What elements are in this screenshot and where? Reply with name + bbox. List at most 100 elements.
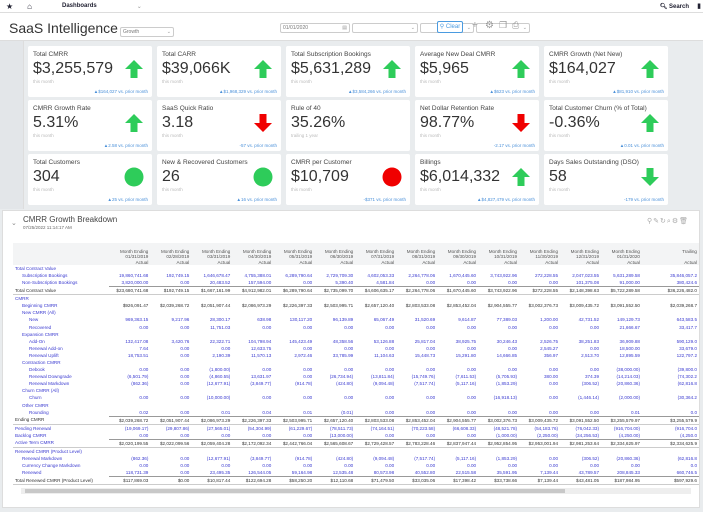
row-label[interactable]: Debook (29, 367, 45, 373)
row-label[interactable]: Renewal Markdown (22, 455, 63, 461)
column-header[interactable]: Month Ending 07/31/2019 Actual (355, 243, 397, 265)
chevron-down-icon[interactable]: ⌄ (136, 3, 142, 10)
star-icon[interactable]: ★ (6, 1, 14, 11)
table-cell: 43,789.57 (578, 469, 600, 475)
refresh-icon[interactable]: ↻ (660, 218, 667, 225)
kpi-card[interactable]: Days Sales Outstanding (DSO) 58 this month… (544, 154, 668, 205)
search-icon[interactable]: ⌕ (666, 218, 672, 225)
row-label[interactable]: CMRR Growth (Net New) (13, 484, 110, 486)
view-select[interactable]: Growth ⌄ (120, 27, 174, 37)
kpi-card[interactable]: New & Recovered Customers 26 this month ▲16… (157, 154, 281, 205)
kpi-card[interactable]: Billings $6,014,332 this month ▲$4,827,479 … (415, 154, 539, 205)
table-cell: 2,047,023.55 (572, 273, 600, 279)
column-header[interactable]: Month Ending 06/30/2019 Actual (314, 243, 356, 265)
table-cell: 40,552.80 (414, 469, 436, 475)
kpi-card[interactable]: CMRR per Customer $10,709 this month -$371 … (286, 154, 410, 205)
column-header[interactable]: Month Ending 12/31/2019 Actual (560, 243, 602, 265)
delete-icon[interactable]: 🗑︎ (679, 218, 689, 225)
kpi-card[interactable]: Total CMRR $3,255,579 this month ▲$164,027 … (28, 46, 152, 97)
kpi-title: Days Sales Outstanding (DSO) (549, 159, 639, 166)
table-cell: (27,565.01) (206, 425, 231, 431)
kpi-card[interactable]: Net Dollar Retention Rate 98.77% this mont… (415, 100, 539, 151)
row-label[interactable]: Subscription Bookings (22, 273, 68, 279)
column-header[interactable]: Month Ending 04/30/2019 Actual (232, 243, 274, 265)
table-cell: 0.00 (549, 409, 559, 415)
row-label[interactable]: New (29, 317, 39, 323)
filter-select-1[interactable]: ⌄ (352, 23, 418, 33)
clear-filters-button[interactable]: ⚲ Clear (437, 21, 463, 33)
kpi-card[interactable]: Rule of 40 35.26% trailing 1 year (286, 100, 410, 151)
row-label[interactable]: Renewed CMRR (Product Level) (15, 448, 82, 454)
row-label[interactable]: Backlog CMRR (15, 432, 47, 438)
horizontal-scrollbar[interactable] (21, 488, 691, 494)
row-label[interactable]: CMRR (15, 296, 29, 302)
down-arrow-icon (640, 167, 660, 187)
column-header[interactable]: Month Ending 02/28/2019 Actual (150, 243, 192, 265)
column-header[interactable]: Month Ending 01/31/2020 Actual (601, 243, 642, 265)
kpi-card[interactable]: Average New Deal CMRR $5,965 this month ▲$6… (415, 46, 539, 97)
row-label[interactable]: Currency Change Markdown (22, 462, 81, 468)
gear-icon[interactable]: ⚙ (671, 218, 680, 225)
table-cell: 101,375.08 (576, 280, 600, 286)
kpi-card[interactable]: CMRR Growth (Net New) $164,027 this month ▲… (544, 46, 668, 97)
kpi-value: 3.18 (162, 114, 194, 131)
row-label[interactable]: Churn (29, 395, 42, 401)
row-label[interactable]: Renewal Markdown (29, 381, 70, 387)
column-header[interactable]: Trailing Actual (641, 243, 699, 265)
row-label[interactable]: Total Contract Value (15, 266, 57, 272)
edit-icon[interactable]: ✎ (653, 218, 661, 225)
row-label[interactable]: Contraction CMRR (22, 359, 61, 365)
add-icon[interactable]: + (472, 20, 478, 31)
kpi-card[interactable]: SaaS Quick Ratio 3.18 this month -57 vs. pr… (157, 100, 281, 151)
home-icon[interactable]: ⌂ (27, 1, 33, 11)
calendar-icon[interactable]: ▤ (342, 25, 347, 31)
column-header[interactable]: Month Ending 05/31/2019 Actual (273, 243, 315, 265)
row-label[interactable]: Renewed (22, 470, 42, 476)
row-label[interactable]: Other CMRR (22, 402, 49, 408)
kpi-card[interactable]: CMRR Growth Rate 5.31% this month ▲2.58 vs.… (28, 100, 152, 151)
row-label[interactable]: Pending Renewal (15, 425, 52, 431)
table-cell: (20,860.36) (616, 381, 640, 387)
row-label[interactable]: Renewal Uplift (29, 352, 59, 358)
column-header[interactable]: Month Ending 11/30/2019 Actual (519, 243, 561, 265)
bookmark-icon[interactable]: ▮ (697, 3, 701, 10)
kpi-card[interactable]: Total Customers 304 this month ▲25 vs. prio… (28, 154, 152, 205)
print-icon[interactable]: ⎙ (512, 20, 520, 30)
scrollbar-thumb[interactable] (25, 489, 565, 493)
row-label[interactable]: Non-Subscription Bookings (22, 280, 78, 286)
row-label[interactable]: Renewal Add-on (29, 345, 63, 351)
kpi-subtitle: this month (420, 79, 441, 84)
column-header[interactable]: Month Ending 09/30/2019 Actual (437, 243, 479, 265)
collapse-chevron-icon[interactable]: ⌄ (11, 220, 17, 227)
row-label[interactable]: Add-On (29, 338, 45, 344)
table-cell (437, 447, 478, 455)
filter-select-3[interactable]: ⌄ (476, 23, 530, 33)
row-label[interactable]: Rounding (29, 409, 49, 415)
table-cell: (30,364.2 (677, 395, 697, 401)
filter-icon[interactable]: ⚲ (647, 218, 654, 225)
column-header-line: 12/31/2019 (576, 254, 600, 259)
column-header[interactable]: Month Ending 08/31/2019 Actual (396, 243, 438, 265)
table-cell: 0.00 (139, 395, 149, 401)
gear-icon[interactable]: ⚙ (485, 20, 494, 31)
dashboards-menu[interactable]: Dashboards (62, 3, 97, 9)
row-label[interactable]: Renewal Downgrade (29, 374, 72, 380)
row-label[interactable]: Churn CMRR (All) (22, 388, 60, 394)
column-header[interactable]: Month Ending 01/31/2019 Actual (109, 243, 151, 265)
search-button[interactable]: 🔍︎ Search (660, 3, 689, 10)
column-header[interactable]: Month Ending 10/31/2019 Actual (478, 243, 520, 265)
panel-title: CMRR Growth Breakdown (23, 215, 118, 224)
copy-icon[interactable]: ❐ (499, 20, 508, 30)
table-row: Contraction CMRR (13, 359, 699, 366)
kpi-card[interactable]: Total CARR $39,066K this month ▲$1,968,329 … (157, 46, 281, 97)
table-cell: 48,358.56 (332, 338, 354, 344)
column-header[interactable]: Month Ending 03/31/2019 Actual (191, 243, 233, 265)
row-label[interactable]: Active Term CMRR (13, 439, 110, 448)
kpi-card[interactable]: Total Subscription Bookings $5,631,289 thi… (286, 46, 410, 97)
row-label[interactable]: Beginning CMRR (22, 303, 58, 309)
row-label[interactable]: Expansion CMRR (22, 331, 59, 337)
kpi-card[interactable]: Total Customer Churn (% of Total) -0.36% t… (544, 100, 668, 151)
row-label[interactable]: Recovered (29, 324, 52, 330)
row-label[interactable]: New CMRR (All) (22, 310, 56, 316)
date-filter-input[interactable]: 01/01/2020 ▤ (280, 23, 350, 33)
